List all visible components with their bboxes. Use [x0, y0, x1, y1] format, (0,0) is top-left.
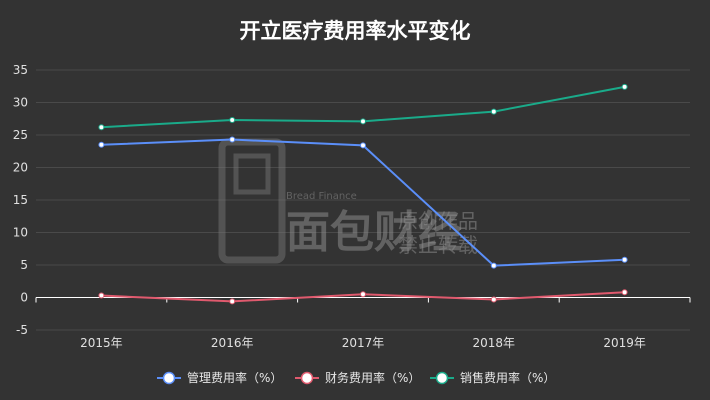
y-tick-label: 5	[20, 258, 28, 272]
legend-item[interactable]: 管理费用率（%）	[157, 370, 282, 385]
data-point[interactable]	[360, 291, 366, 298]
data-point[interactable]	[621, 83, 628, 90]
legend[interactable]: 管理费用率（%） 财务费用率（%） 销售费用率（%）	[157, 370, 555, 385]
watermark-brand-cn: 面包财经	[286, 207, 462, 258]
legend-label: 财务费用率（%）	[325, 370, 420, 385]
data-point[interactable]	[229, 298, 236, 305]
data-point[interactable]	[490, 262, 497, 269]
y-tick-label: 30	[13, 96, 28, 110]
y-tick-label: 20	[13, 161, 28, 175]
data-point[interactable]	[360, 142, 366, 149]
data-point[interactable]	[98, 292, 105, 299]
x-tick-label: 2019年	[603, 336, 646, 350]
data-point[interactable]	[98, 141, 105, 148]
watermark-brand-en: Bread Finance	[286, 191, 357, 202]
data-point[interactable]	[229, 117, 236, 124]
legend-label: 管理费用率（%）	[187, 370, 282, 385]
legend-label: 销售费用率（%）	[460, 370, 555, 385]
y-tick-label: 25	[13, 128, 28, 142]
watermark-logo-mark	[218, 138, 286, 264]
y-tick-label: 15	[13, 193, 28, 207]
data-point[interactable]	[490, 296, 497, 303]
y-tick-label: -5	[16, 323, 28, 337]
axis-layer: -5 0 5 10 15 20 25 30 35 2015年 2016年 2017年 2018年 2019…	[13, 63, 691, 350]
legend-item[interactable]: 销售费用率（%）	[430, 370, 555, 385]
x-tick-label: 2017年	[342, 336, 385, 350]
series-layer	[98, 83, 628, 305]
x-tick-label: 2016年	[211, 336, 254, 350]
y-tick-label: 0	[20, 291, 28, 305]
data-point[interactable]	[229, 136, 236, 143]
legend-marker-icon	[162, 371, 176, 385]
legend-marker-icon	[435, 371, 449, 385]
data-point[interactable]	[490, 108, 497, 115]
data-point[interactable]	[621, 256, 628, 263]
legend-marker-icon	[300, 371, 314, 385]
grid-layer	[36, 69, 690, 331]
data-point[interactable]	[98, 124, 105, 131]
data-point[interactable]	[360, 118, 366, 125]
watermark-line2: 禁止转载	[398, 233, 478, 257]
data-point[interactable]	[621, 289, 628, 296]
y-tick-label: 35	[13, 63, 28, 77]
watermark-logo-inner	[233, 153, 271, 195]
legend-item[interactable]: 财务费用率（%）	[295, 370, 420, 385]
y-tick-label: 10	[13, 226, 28, 240]
x-tick-label: 2018年	[473, 336, 516, 350]
watermark-line1: 原创作品	[398, 209, 478, 233]
x-tick-label: 2015年	[80, 336, 123, 350]
watermark: Bread Finance 面包财经 原创作品 禁止转载	[218, 138, 478, 264]
chart-title: 开立医疗费用率水平变化	[240, 19, 471, 43]
